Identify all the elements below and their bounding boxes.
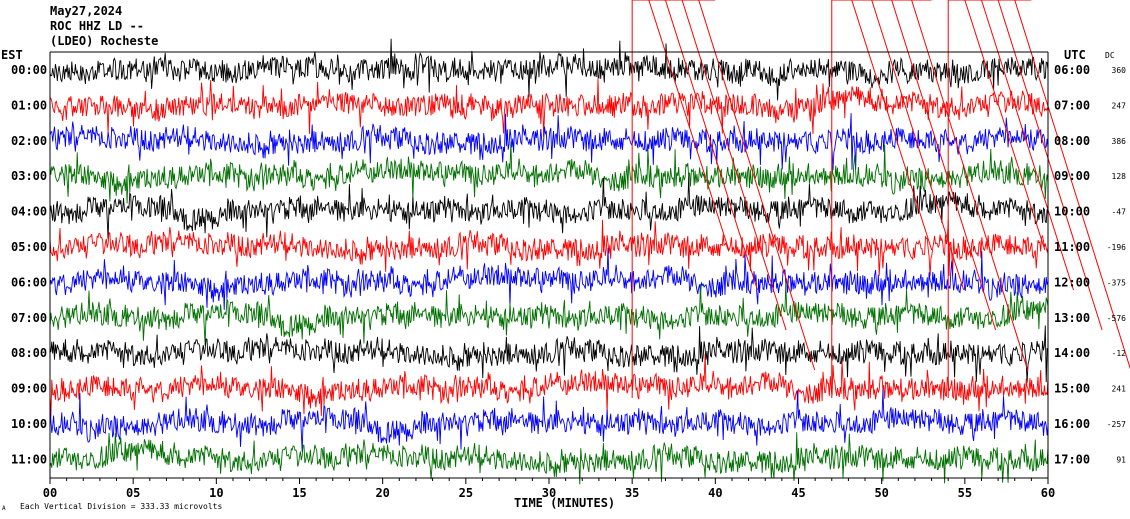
dc-offset-label: -257 <box>1107 420 1126 429</box>
x-tick-label: 40 <box>708 486 722 500</box>
dc-offset-label: 241 <box>1112 385 1127 394</box>
x-tick-label: 50 <box>874 486 888 500</box>
x-tick-label: 55 <box>958 486 972 500</box>
est-hour-label: 10:00 <box>11 417 47 431</box>
dc-offset-label: -576 <box>1107 314 1126 323</box>
corner-mark: A <box>2 505 6 512</box>
est-hour-label: 09:00 <box>11 382 47 396</box>
utc-hour-label: 11:00 <box>1054 240 1090 254</box>
utc-hour-label: 13:00 <box>1054 311 1090 325</box>
utc-hour-label: 08:00 <box>1054 134 1090 148</box>
event-marker-line-0-2 <box>681 0 787 331</box>
trace-1100 <box>49 432 1049 485</box>
x-tick-label: 35 <box>625 486 639 500</box>
est-hour-label: 05:00 <box>11 240 47 254</box>
event-marker-line-2-0 <box>964 0 1046 251</box>
utc-hour-label: 15:00 <box>1054 382 1090 396</box>
est-hour-label: 03:00 <box>11 169 47 183</box>
est-axis-label: EST <box>1 48 23 62</box>
event-marker-line-2-3 <box>1014 0 1130 370</box>
dc-offset-label: -12 <box>1112 349 1127 358</box>
est-hour-label: 02:00 <box>11 134 47 148</box>
dc-offset-label: 360 <box>1112 66 1127 75</box>
event-marker-line-0-3 <box>698 0 816 371</box>
event-marker-line-1-0 <box>851 0 933 251</box>
dc-offset-label: -196 <box>1107 243 1126 252</box>
trace-0800 <box>49 325 1049 383</box>
trace-0900 <box>49 354 1049 417</box>
station-label: ROC HHZ LD -- <box>50 19 144 33</box>
event-markers <box>631 0 1130 398</box>
utc-axis-label: UTC <box>1064 48 1086 62</box>
event-marker-line-2-1 <box>980 0 1074 291</box>
trace-0100 <box>49 78 1049 137</box>
est-hour-label: 04:00 <box>11 205 47 219</box>
x-tick-label: 45 <box>791 486 805 500</box>
utc-hour-label: 10:00 <box>1054 205 1090 219</box>
utc-hour-label: 06:00 <box>1054 63 1090 77</box>
x-axis-title: TIME (MINUTES) <box>514 496 616 510</box>
utc-hour-label: 14:00 <box>1054 346 1090 360</box>
est-hour-label: 01:00 <box>11 98 47 112</box>
event-marker-line-0-0 <box>648 0 730 251</box>
date-label: May27,2024 <box>50 4 123 18</box>
x-tick-label: 15 <box>292 486 306 500</box>
trace-0700 <box>49 282 1049 346</box>
dc-offset-label: -375 <box>1107 278 1126 287</box>
dc-offset-label: 386 <box>1112 137 1127 146</box>
trace-0000 <box>49 38 1049 101</box>
seismic-traces <box>49 38 1049 485</box>
x-tick-label: 20 <box>375 486 389 500</box>
x-tick-label: 30 <box>542 486 556 500</box>
utc-hour-label: 17:00 <box>1054 452 1090 466</box>
scale-note: Each Vertical Division = 333.33 microvol… <box>20 502 223 511</box>
trace-0500 <box>49 219 1049 277</box>
dc-axis-label: DC <box>1105 51 1115 60</box>
est-hour-label: 06:00 <box>11 275 47 289</box>
event-marker-line-1-3 <box>911 0 1029 371</box>
dc-offset-label: 247 <box>1112 101 1127 110</box>
trace-0200 <box>49 113 1049 171</box>
utc-hour-label: 09:00 <box>1054 169 1090 183</box>
dc-offset-labels: 360 247 386 128 -47 -196 -375 -576 -12 241 -257 91 <box>1107 66 1126 464</box>
event-marker-line-0-1 <box>664 0 758 291</box>
x-tick-label: 00 <box>43 486 57 500</box>
x-tick-label: 10 <box>209 486 223 500</box>
utc-hour-label: 16:00 <box>1054 417 1090 431</box>
trace-1000 <box>49 389 1049 452</box>
trace-0600 <box>49 247 1049 310</box>
utc-hour-label: 12:00 <box>1054 275 1090 289</box>
dc-offset-label: -47 <box>1112 208 1127 217</box>
x-tick-label: 05 <box>126 486 140 500</box>
est-hour-label: 00:00 <box>11 63 47 77</box>
est-hour-label: 11:00 <box>11 452 47 466</box>
event-marker-line-1-2 <box>891 0 997 331</box>
utc-hour-labels: 06:00 07:00 08:00 09:00 10:00 11:00 12:00 13:00… <box>1054 63 1090 466</box>
network-label: (LDEO) Rocheste <box>50 34 159 48</box>
x-axis-ticks: 00 05 10 15 20 25 30 35 40 45 50 55 60 <box>43 478 1055 500</box>
trace-0400 <box>49 176 1049 240</box>
x-tick-label: 60 <box>1041 486 1055 500</box>
x-tick-label: 25 <box>459 486 473 500</box>
utc-hour-label: 07:00 <box>1054 98 1090 112</box>
est-hour-label: 08:00 <box>11 346 47 360</box>
est-hour-label: 07:00 <box>11 311 47 325</box>
trace-0300 <box>49 141 1049 204</box>
dc-offset-label: 128 <box>1112 172 1127 181</box>
event-marker-line-2-2 <box>997 0 1103 331</box>
dc-offset-label: 91 <box>1116 455 1126 464</box>
est-hour-labels: 00:00 01:00 02:00 03:00 04:00 05:00 06:00 07:00… <box>11 63 47 466</box>
